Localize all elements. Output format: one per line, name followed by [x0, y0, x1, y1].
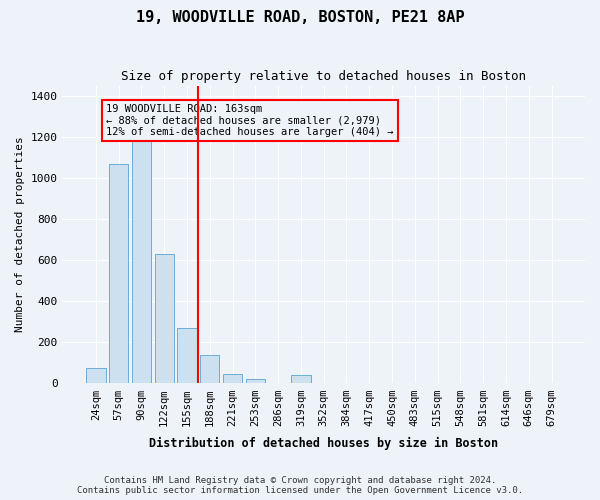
Text: 19, WOODVILLE ROAD, BOSTON, PE21 8AP: 19, WOODVILLE ROAD, BOSTON, PE21 8AP [136, 10, 464, 25]
Bar [109, 164, 128, 384]
Bar [132, 122, 151, 384]
X-axis label: Distribution of detached houses by size in Boston: Distribution of detached houses by size … [149, 437, 498, 450]
Title: Size of property relative to detached houses in Boston: Size of property relative to detached ho… [121, 70, 526, 83]
Text: 19 WOODVILLE ROAD: 163sqm
← 88% of detached houses are smaller (2,979)
12% of se: 19 WOODVILLE ROAD: 163sqm ← 88% of detac… [106, 104, 394, 137]
Text: Contains HM Land Registry data © Crown copyright and database right 2024.
Contai: Contains HM Land Registry data © Crown c… [77, 476, 523, 495]
Bar [155, 254, 174, 384]
Bar [200, 354, 220, 384]
Bar [245, 380, 265, 384]
Bar [223, 374, 242, 384]
Bar [178, 328, 197, 384]
Bar [291, 375, 311, 384]
Y-axis label: Number of detached properties: Number of detached properties [15, 136, 25, 332]
Bar [86, 368, 106, 384]
